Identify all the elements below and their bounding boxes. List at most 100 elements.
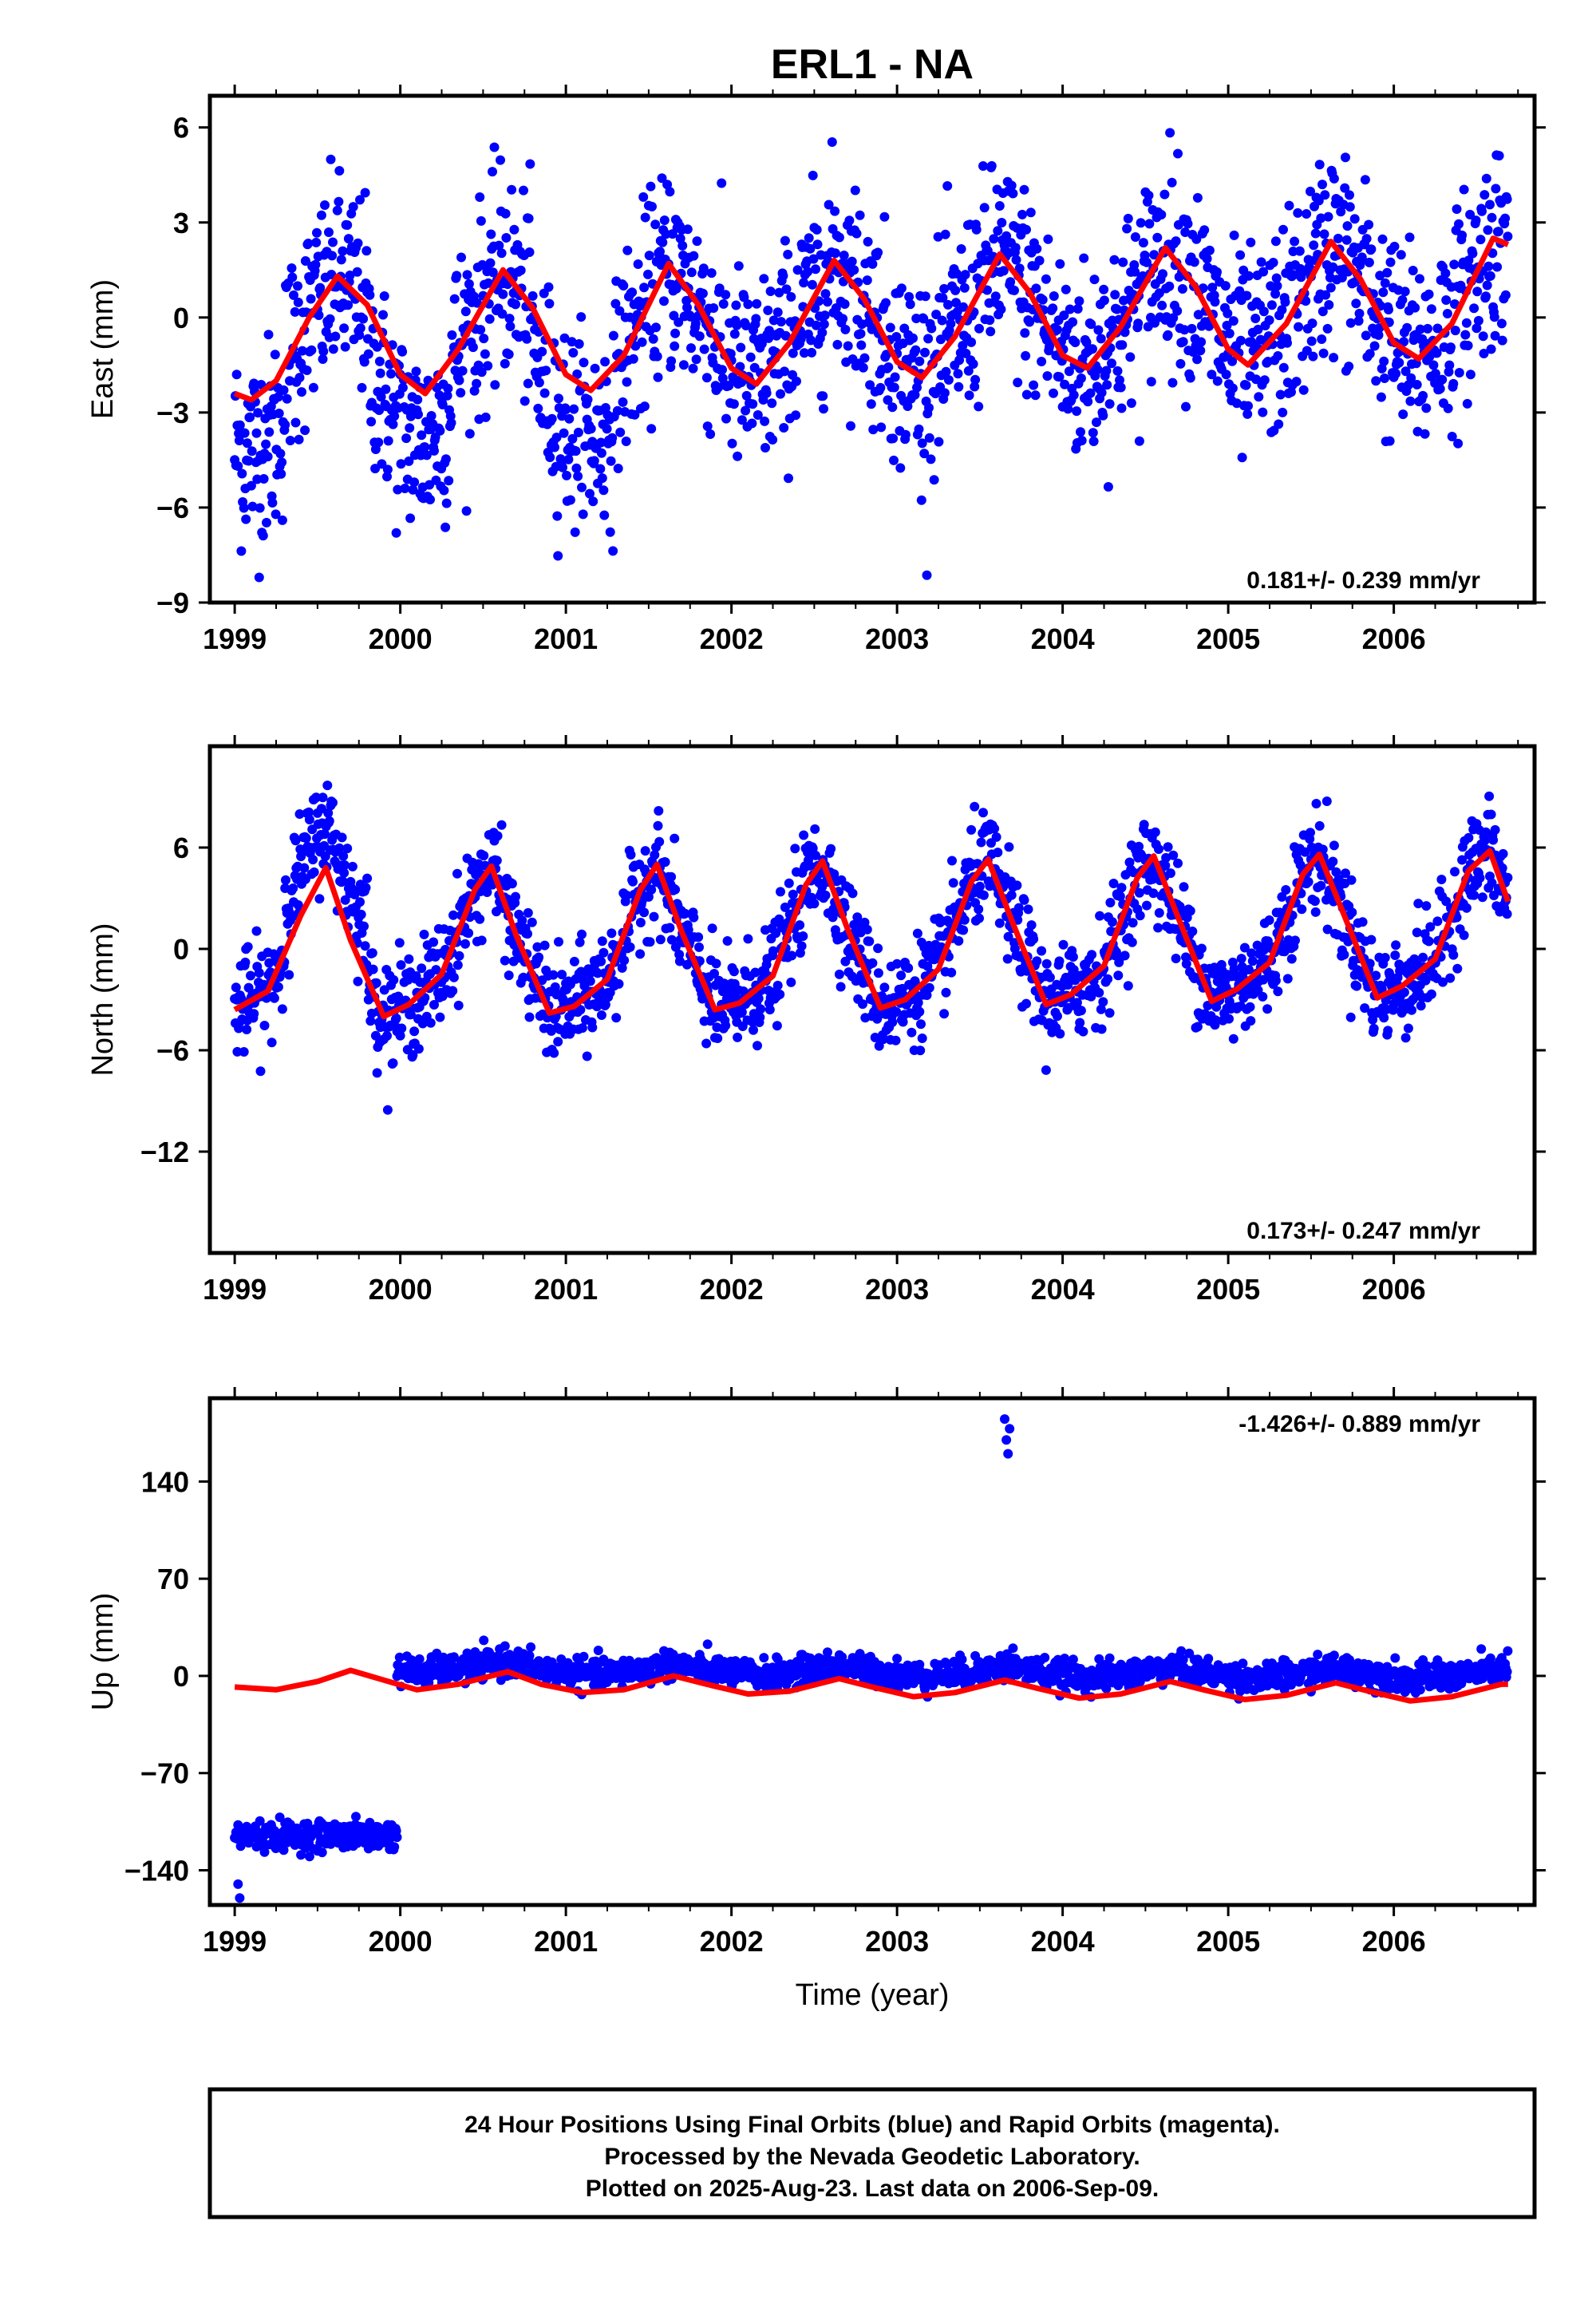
north-data-point xyxy=(1154,907,1164,918)
north-data-point xyxy=(635,918,646,927)
north-data-point xyxy=(1187,927,1198,936)
east-data-point xyxy=(651,322,661,333)
north-data-point xyxy=(353,976,363,986)
north-data-point xyxy=(413,1044,424,1054)
east-data-point xyxy=(843,341,853,351)
east-data-point xyxy=(1008,188,1018,199)
east-data-point xyxy=(731,300,741,310)
north-data-point xyxy=(293,900,303,910)
north-data-point xyxy=(1469,890,1479,900)
east-data-point xyxy=(697,288,708,298)
east-data-point xyxy=(1107,358,1116,369)
east-data-point xyxy=(550,442,559,453)
east-data-point xyxy=(504,314,515,324)
east-data-point xyxy=(441,498,452,508)
north-data-point xyxy=(290,836,301,846)
north-data-point xyxy=(836,982,846,992)
east-data-point xyxy=(741,405,751,416)
north-data-point xyxy=(1484,791,1495,801)
east-data-point xyxy=(442,390,452,401)
east-data-point xyxy=(1099,295,1109,306)
north-data-point xyxy=(587,1022,598,1033)
north-data-point xyxy=(251,926,262,936)
east-data-point xyxy=(1376,392,1386,402)
east-data-point xyxy=(1435,384,1445,394)
east-data-point xyxy=(786,292,796,302)
east-data-point xyxy=(1483,225,1493,235)
east-data-point xyxy=(691,354,701,365)
east-data-point xyxy=(1165,128,1175,138)
east-data-point xyxy=(397,346,408,357)
east-data-point xyxy=(1328,262,1338,272)
east-data-point xyxy=(420,442,430,453)
east-data-point xyxy=(259,474,269,484)
up-data-point xyxy=(296,1850,306,1860)
north-data-point xyxy=(1371,970,1381,981)
north-data-point xyxy=(323,808,334,818)
north-data-point xyxy=(1498,848,1508,859)
north-data-point xyxy=(553,1037,563,1047)
east-data-point xyxy=(819,319,829,330)
north-data-point xyxy=(339,860,350,870)
north-data-point xyxy=(519,972,528,982)
east-data-point xyxy=(1134,436,1144,446)
east-data-point xyxy=(1329,173,1339,184)
north-data-point xyxy=(453,1000,464,1010)
east-data-point xyxy=(1076,427,1085,437)
east-data-point xyxy=(479,334,489,344)
east-data-point xyxy=(788,348,798,358)
east-x-tick-label: 2004 xyxy=(1031,622,1095,655)
north-data-point xyxy=(1360,1003,1370,1014)
north-data-point xyxy=(448,972,459,982)
north-data-point xyxy=(391,1014,401,1023)
east-data-point xyxy=(393,484,403,495)
north-data-point xyxy=(1426,989,1436,999)
east-data-point xyxy=(614,306,625,316)
north-x-tick-label: 2004 xyxy=(1031,1273,1095,1306)
east-data-point xyxy=(476,215,486,226)
east-data-point xyxy=(1187,323,1197,334)
east-data-point xyxy=(946,318,956,329)
east-data-point xyxy=(838,314,848,324)
east-data-point xyxy=(1204,245,1215,255)
east-data-point xyxy=(389,411,400,421)
north-data-point xyxy=(396,960,406,970)
north-data-point xyxy=(1209,962,1219,973)
east-data-point xyxy=(382,472,392,482)
east-data-point xyxy=(1242,409,1253,419)
north-data-point xyxy=(496,820,507,830)
north-data-point xyxy=(1311,799,1321,808)
north-data-point xyxy=(1345,1012,1356,1022)
north-data-point xyxy=(1262,1004,1273,1014)
east-data-point xyxy=(541,366,551,376)
east-data-point xyxy=(783,249,793,259)
north-data-point xyxy=(864,936,875,947)
east-data-point xyxy=(923,334,934,344)
east-data-point xyxy=(241,514,251,524)
east-data-point xyxy=(917,438,927,449)
north-data-point xyxy=(912,928,922,939)
east-data-point xyxy=(247,501,258,512)
north-y-tick-label: −6 xyxy=(156,1034,189,1067)
east-data-point xyxy=(924,433,934,443)
north-data-point xyxy=(1239,943,1250,953)
north-data-point xyxy=(1425,922,1436,932)
east-data-point xyxy=(1167,177,1177,188)
east-data-point xyxy=(1364,219,1374,230)
east-data-point xyxy=(1447,432,1457,441)
north-data-point xyxy=(1002,954,1013,964)
east-data-point xyxy=(1448,378,1459,389)
east-data-point xyxy=(270,350,280,360)
east-data-point xyxy=(500,208,511,219)
north-data-point xyxy=(1023,904,1033,915)
east-data-point xyxy=(290,417,301,428)
north-data-point xyxy=(959,915,970,925)
east-data-point xyxy=(417,430,427,441)
east-data-point xyxy=(446,417,456,428)
east-data-point xyxy=(1365,349,1375,359)
east-data-point xyxy=(456,388,466,398)
east-data-point xyxy=(891,332,902,342)
east-data-point xyxy=(1440,268,1451,279)
east-data-point xyxy=(558,462,567,472)
